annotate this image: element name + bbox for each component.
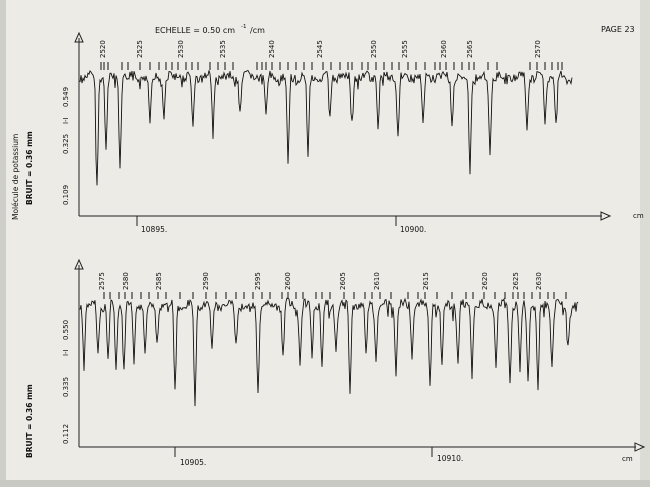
x-tick-label: 10910. bbox=[437, 454, 463, 463]
paper-bottom-edge bbox=[0, 480, 650, 487]
line-assignment-ticks bbox=[100, 62, 563, 70]
y-tick-label: 0.549 bbox=[62, 87, 70, 107]
scale-superscript: -1 bbox=[241, 24, 246, 30]
line-number: 2530 bbox=[177, 40, 185, 58]
y-tick-label: I-I bbox=[62, 117, 70, 124]
line-number: 2540 bbox=[268, 40, 276, 58]
line-number: 2620 bbox=[481, 272, 489, 290]
spectrum-trace bbox=[79, 297, 579, 407]
x-tick-label: 10900. bbox=[400, 225, 426, 234]
page-number: PAGE 23 bbox=[601, 25, 635, 34]
spectrum-panel-top: cm 10895. 10900. 0.549 I-I 0.325 0.109 2… bbox=[62, 31, 644, 234]
line-number: 2615 bbox=[422, 272, 430, 290]
y-tick-label: 0.109 bbox=[62, 185, 70, 205]
line-number: 2555 bbox=[401, 40, 409, 58]
line-number: 2590 bbox=[202, 272, 210, 290]
line-number: 2535 bbox=[219, 40, 227, 58]
line-number: 2630 bbox=[535, 272, 543, 290]
line-number: 2585 bbox=[155, 272, 163, 290]
line-number: 2595 bbox=[254, 272, 262, 290]
line-number: 2600 bbox=[284, 272, 292, 290]
x-axis-unit: cm bbox=[622, 455, 633, 463]
y-tick-label: I-I bbox=[62, 349, 70, 356]
y-tick-label: 0.112 bbox=[62, 424, 70, 444]
line-assignment-ticks bbox=[103, 292, 567, 299]
line-number: 2560 bbox=[440, 40, 448, 58]
y-tick-label: 0.335 bbox=[62, 377, 70, 397]
line-number: 2545 bbox=[316, 40, 324, 58]
line-number: 2625 bbox=[512, 272, 520, 290]
noise-label-bottom: BRUIT = 0.36 mm bbox=[25, 384, 34, 458]
x-tick-label: 10895. bbox=[141, 225, 167, 234]
scale-label: ECHELLE = 0.50 cm bbox=[155, 26, 235, 35]
x-tick-label: 10905. bbox=[180, 458, 206, 467]
line-number: 2570 bbox=[534, 40, 542, 58]
spectrum-panel-bottom: cm 10905. 10910. 0.550 I-I 0.335 0.112 2… bbox=[62, 258, 646, 467]
x-axis-arrow bbox=[634, 442, 646, 452]
y-tick-label: 0.325 bbox=[62, 134, 70, 154]
x-axis-arrow bbox=[600, 211, 612, 221]
line-number: 2575 bbox=[98, 272, 106, 290]
line-number: 2610 bbox=[373, 272, 381, 290]
x-axis-unit: cm bbox=[633, 212, 644, 220]
y-tick-label: 0.550 bbox=[62, 320, 70, 340]
molecule-label: Molécule de potassium bbox=[11, 134, 20, 220]
line-number: 2565 bbox=[466, 40, 474, 58]
line-number: 2520 bbox=[99, 40, 107, 58]
y-axis-arrow bbox=[74, 258, 84, 270]
paper-left-margin bbox=[0, 0, 6, 487]
noise-label-top: BRUIT = 0.36 mm bbox=[25, 131, 34, 205]
y-axis-arrow bbox=[74, 31, 84, 43]
line-number: 2605 bbox=[339, 272, 347, 290]
spectrum-trace bbox=[79, 69, 573, 186]
line-number: 2580 bbox=[122, 272, 130, 290]
scale-tail: /cm bbox=[250, 26, 265, 35]
line-number-labels: 2575 2580 2585 2590 2595 2600 2605 2610 … bbox=[98, 272, 543, 290]
line-number: 2550 bbox=[370, 40, 378, 58]
paper-right-margin bbox=[640, 0, 650, 487]
line-number-labels: 2520 2525 2530 2535 2540 2545 2550 2555 … bbox=[99, 40, 542, 58]
line-number: 2525 bbox=[136, 40, 144, 58]
